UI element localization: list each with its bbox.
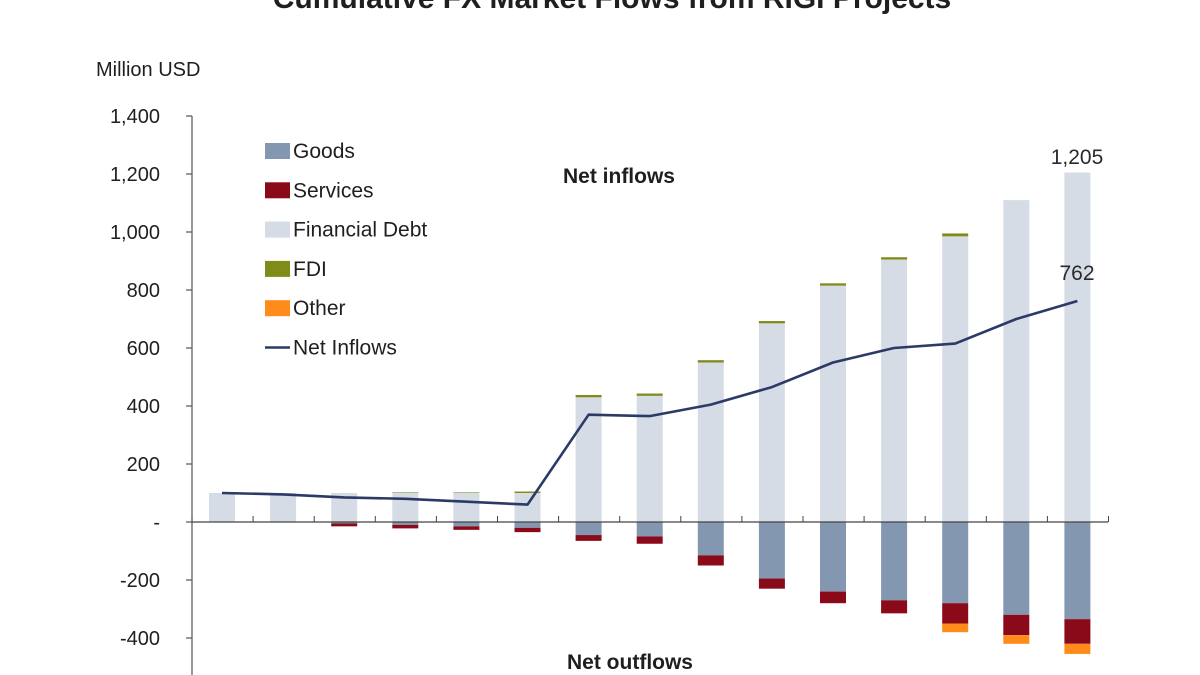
legend-label-net-inflows: Net Inflows — [293, 337, 397, 360]
bar-financial-debt-10 — [758, 323, 785, 522]
y-tick-label: - — [153, 512, 160, 534]
bar-fdi-6 — [514, 491, 541, 493]
bar-financial-debt-12 — [881, 259, 908, 522]
legend-label-financial-debt: Financial Debt — [293, 219, 427, 242]
bar-services-10 — [758, 578, 785, 589]
bar-goods-7 — [575, 522, 602, 536]
y-tick-label: 800 — [127, 280, 160, 302]
bars — [209, 172, 1091, 654]
bar-fdi-7 — [575, 394, 602, 398]
y-tick-label: 1,400 — [110, 106, 160, 128]
bar-services-6 — [514, 527, 541, 533]
y-axis-unit-label: Million USD — [96, 59, 200, 81]
legend: Goods Services Financial Debt FDI Other Net I… — [265, 140, 427, 360]
legend-swatch-other — [265, 300, 290, 317]
bar-other-15 — [1064, 643, 1091, 654]
bar-fdi-8 — [636, 393, 663, 396]
bar-services-3 — [331, 523, 358, 527]
bar-services-5 — [453, 526, 480, 530]
bar-goods-10 — [758, 522, 785, 579]
bar-services-4 — [392, 524, 419, 529]
bar-financial-debt-2 — [270, 493, 297, 522]
bar-goods-5 — [453, 522, 480, 527]
bar-financial-debt-15 — [1064, 172, 1091, 523]
legend-swatch-services — [265, 182, 290, 199]
data-label-financial-debt-last: 1,205 — [1051, 146, 1104, 169]
bar-goods-13 — [942, 522, 969, 604]
bar-goods-12 — [881, 522, 908, 601]
bar-financial-debt-5 — [453, 493, 480, 522]
y-tick-label: -400 — [120, 628, 160, 650]
bar-financial-debt-13 — [942, 236, 969, 522]
bar-services-8 — [636, 536, 663, 544]
bar-other-13 — [942, 623, 969, 633]
y-tick-label: 600 — [127, 338, 160, 360]
bar-services-7 — [575, 535, 602, 541]
bar-fdi-9 — [697, 360, 724, 363]
bar-goods-3 — [331, 522, 358, 524]
legend-label-fdi: FDI — [293, 258, 327, 281]
bar-services-14 — [1003, 614, 1030, 636]
bar-goods-15 — [1064, 522, 1091, 620]
bar-financial-debt-1 — [209, 493, 235, 522]
x-axis — [191, 516, 1109, 523]
bar-fdi-4 — [392, 492, 419, 493]
bar-goods-9 — [697, 522, 724, 556]
bar-fdi-10 — [758, 321, 785, 324]
bar-financial-debt-7 — [575, 397, 602, 522]
bar-services-15 — [1064, 619, 1091, 644]
y-tick-label: 200 — [127, 454, 160, 476]
bar-fdi-5 — [453, 492, 480, 493]
bar-fdi-11 — [820, 283, 846, 286]
net-inflows-line-layer — [221, 299, 1078, 506]
bar-financial-debt-14 — [1003, 200, 1030, 522]
annotation-net-outflows: Net outflows — [567, 651, 693, 674]
bar-financial-debt-9 — [697, 362, 724, 522]
y-tick-label: 400 — [127, 396, 160, 418]
legend-label-goods: Goods — [293, 140, 355, 163]
legend-label-other: Other — [293, 297, 346, 320]
bar-fdi-12 — [881, 257, 908, 260]
legend-swatch-goods — [265, 143, 290, 159]
legend-swatch-fdi — [265, 260, 290, 277]
legend-label-services: Services — [293, 179, 374, 202]
bar-services-12 — [881, 600, 908, 614]
y-tick-label: 1,000 — [110, 222, 160, 244]
bar-goods-4 — [392, 522, 419, 525]
bar-services-11 — [820, 591, 846, 604]
bar-goods-14 — [1003, 522, 1030, 615]
bar-financial-debt-11 — [820, 285, 846, 522]
bar-goods-8 — [636, 522, 663, 537]
chart-title: Cumulative FX Market Flows from RIGI Pro… — [273, 0, 952, 15]
bar-goods-11 — [820, 522, 846, 592]
bar-services-9 — [697, 555, 724, 566]
bar-other-14 — [1003, 635, 1030, 644]
bar-fdi-13 — [942, 233, 969, 237]
line-net-inflows — [221, 299, 1078, 506]
bar-financial-debt-6 — [514, 493, 541, 522]
legend-swatch-financial-debt — [265, 221, 290, 238]
bar-goods-6 — [514, 522, 541, 528]
y-tick-label: 1,200 — [110, 164, 160, 186]
annotation-net-inflows: Net inflows — [563, 165, 675, 188]
y-tick-label: -200 — [120, 570, 160, 592]
bar-services-13 — [942, 603, 969, 624]
data-label-net-inflows-last: 762 — [1059, 262, 1094, 285]
